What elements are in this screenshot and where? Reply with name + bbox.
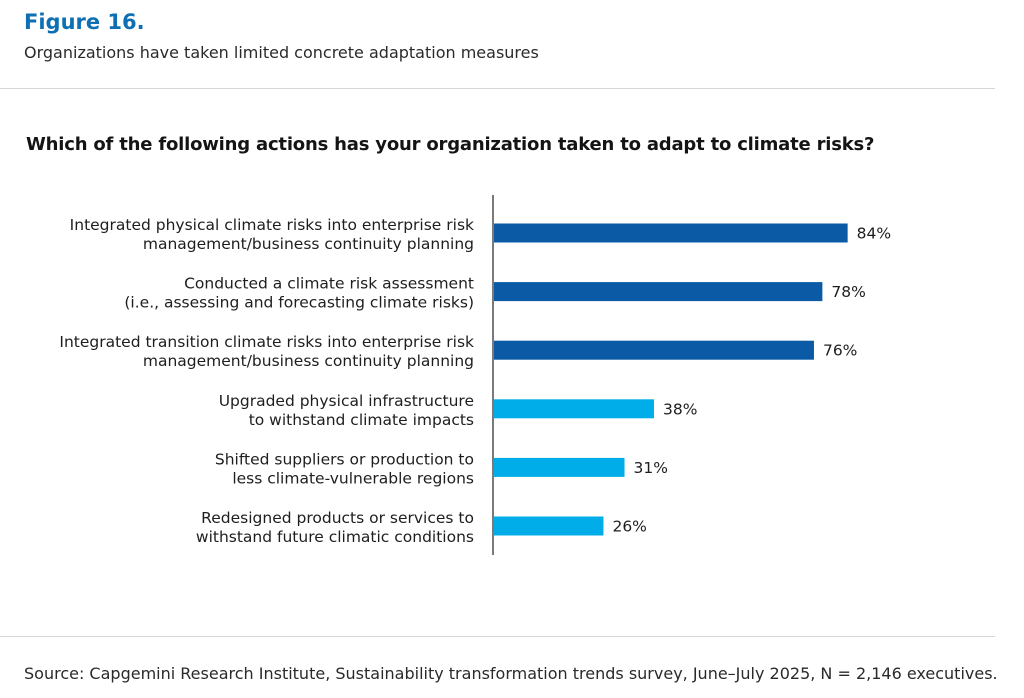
value-label-4: 38% [663, 400, 697, 418]
value-label-5: 31% [634, 459, 668, 477]
category-label-3: Integrated transition climate risks into… [59, 333, 474, 370]
category-label-1: Integrated physical climate risks into e… [70, 216, 474, 253]
chart-title: Which of the following actions has your … [26, 134, 875, 155]
top-divider [0, 88, 995, 89]
category-label-2: Conducted a climate risk assessment (i.e.… [124, 275, 474, 312]
bar-6 [494, 516, 604, 536]
bar-3 [494, 340, 814, 360]
bottom-divider [0, 636, 995, 637]
category-label-5: Shifted suppliers or production to less c… [215, 450, 474, 487]
category-label-4: Upgraded physical infrastructure to withs… [219, 392, 474, 429]
value-label-3: 76% [823, 342, 857, 360]
bar-4 [494, 399, 654, 419]
figure-label: Figure 16. [24, 10, 145, 34]
bar-5 [494, 457, 625, 477]
bar-2 [494, 282, 823, 302]
figure-subtitle: Organizations have taken limited concret… [24, 43, 539, 62]
value-label-6: 26% [612, 518, 646, 536]
value-label-2: 78% [831, 283, 865, 301]
value-label-1: 84% [857, 225, 891, 243]
bar-1 [494, 223, 848, 243]
category-label-6: Redesigned products or services to withst… [196, 509, 474, 546]
source-note: Source: Capgemini Research Institute, Su… [24, 664, 998, 683]
